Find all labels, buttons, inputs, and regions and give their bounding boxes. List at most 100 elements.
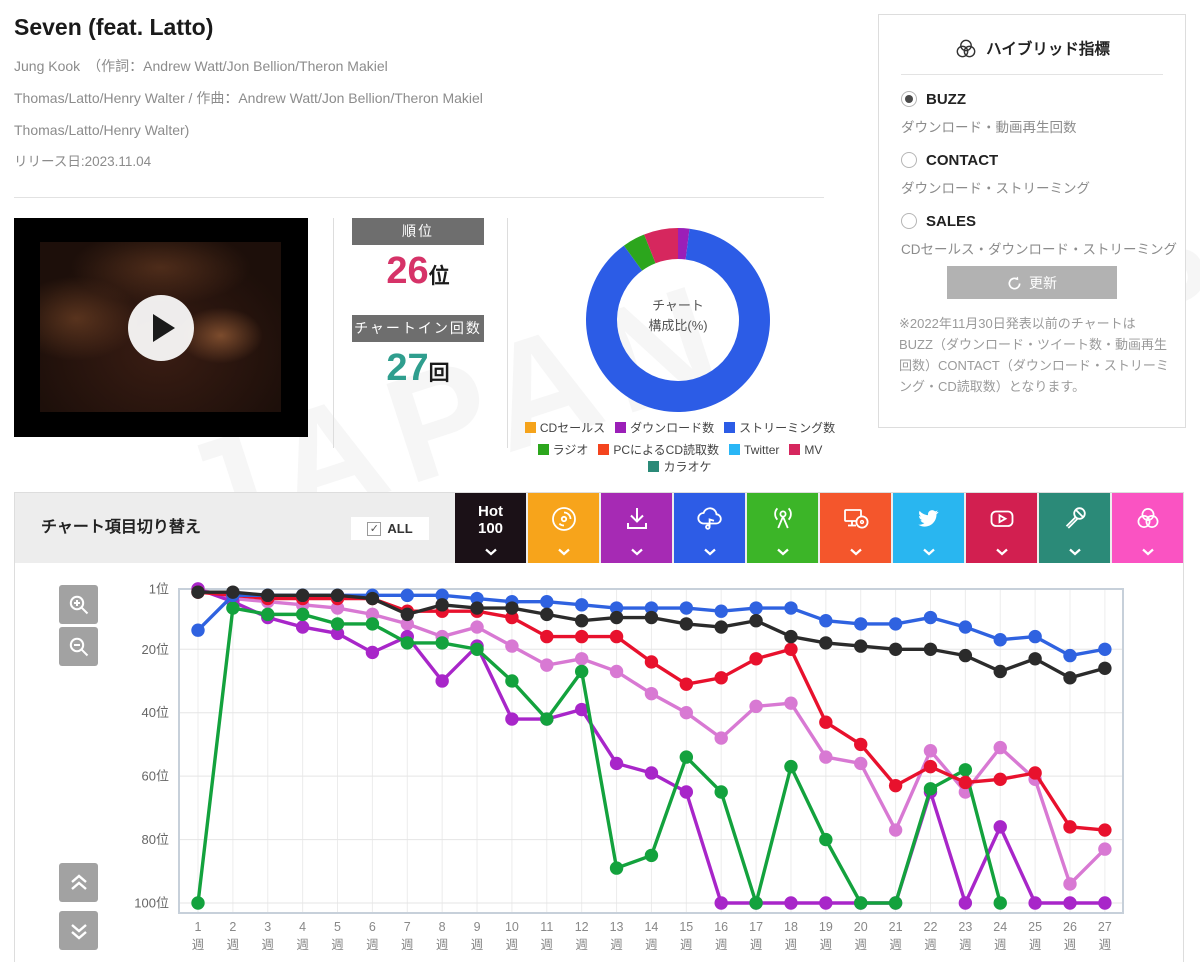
radio-icon[interactable] [901, 152, 917, 168]
data-point-ダウンロード数-week8[interactable] [435, 674, 449, 688]
radio-option-contact[interactable]: CONTACT [901, 152, 1185, 169]
data-point-MV-week22[interactable] [923, 759, 938, 774]
scroll-up-button[interactable] [59, 863, 98, 902]
data-point-ラジオ-week10[interactable] [505, 674, 519, 688]
data-point-MV-week17[interactable] [749, 652, 763, 666]
data-point-MV-week11[interactable] [540, 629, 554, 644]
refresh-button[interactable]: 更新 [947, 266, 1117, 299]
data-point-MV-week27[interactable] [1098, 823, 1112, 837]
data-point-ストリーミング数-week24[interactable] [993, 633, 1007, 647]
chart-button-streaming[interactable] [674, 493, 745, 563]
chart-button-pc-cd[interactable] [820, 493, 891, 563]
data-point-ストリーミング数-week20[interactable] [854, 617, 868, 631]
data-point-MV-week24[interactable] [993, 772, 1007, 787]
data-point-ストリーミング数-week27[interactable] [1098, 642, 1112, 656]
data-point-Hot 100-week26[interactable] [1063, 671, 1077, 685]
chart-button-twitter[interactable] [893, 493, 964, 563]
chart-button-karaoke[interactable] [1039, 493, 1110, 563]
data-point-Hot 100-week22[interactable] [923, 642, 938, 656]
data-point-ハイブリッド-week12[interactable] [574, 652, 589, 666]
data-point-ストリーミング数-week22[interactable] [923, 610, 938, 625]
data-point-ストリーミング数-week12[interactable] [574, 598, 589, 612]
data-point-MV-week21[interactable] [888, 778, 903, 793]
chart-button-hot100[interactable]: Hot 100 [455, 493, 526, 563]
data-point-Hot 100-week27[interactable] [1098, 661, 1112, 675]
data-point-ラジオ-week3[interactable] [261, 607, 275, 622]
data-point-MV-week23[interactable] [958, 775, 973, 790]
data-point-ダウンロード数-week23[interactable] [958, 896, 973, 910]
data-point-Hot 100-week7[interactable] [400, 607, 414, 622]
data-point-MV-week10[interactable] [505, 610, 519, 625]
data-point-ストリーミング数-week19[interactable] [819, 614, 833, 628]
data-point-ハイブリッド-week13[interactable] [609, 664, 624, 679]
data-point-ラジオ-week9[interactable] [470, 642, 484, 656]
data-point-ダウンロード数-week26[interactable] [1063, 896, 1077, 910]
data-point-ハイブリッド-week20[interactable] [854, 756, 868, 771]
radio-option-buzz[interactable]: BUZZ [901, 91, 1185, 108]
data-point-Hot 100-week15[interactable] [679, 617, 694, 631]
data-point-Hot 100-week23[interactable] [958, 648, 973, 663]
all-checkbox[interactable]: ✓ ALL [351, 517, 429, 540]
data-point-Hot 100-week20[interactable] [854, 639, 868, 653]
data-point-ダウンロード数-week10[interactable] [505, 712, 519, 726]
data-point-ハイブリッド-week27[interactable] [1098, 842, 1112, 856]
donut-slice-MV[interactable] [644, 228, 678, 264]
data-point-ラジオ-week19[interactable] [819, 832, 833, 847]
data-point-ダウンロード数-week18[interactable] [784, 896, 798, 910]
data-point-ハイブリッド-week11[interactable] [540, 658, 554, 672]
chevron-down-icon[interactable] [922, 548, 935, 556]
chevron-down-icon[interactable] [703, 548, 716, 556]
data-point-ダウンロード数-week4[interactable] [295, 620, 310, 634]
data-point-ハイブリッド-week19[interactable] [819, 750, 833, 764]
data-point-ハイブリッド-week5[interactable] [330, 601, 345, 615]
data-point-ラジオ-week7[interactable] [400, 636, 414, 650]
chevron-down-icon[interactable] [776, 548, 789, 556]
data-point-Hot 100-week2[interactable] [226, 585, 240, 599]
data-point-ハイブリッド-week14[interactable] [644, 686, 659, 701]
data-point-ダウンロード数-week19[interactable] [819, 896, 833, 910]
data-point-MV-week25[interactable] [1028, 766, 1042, 780]
data-point-ストリーミング数-week21[interactable] [888, 617, 903, 631]
chevron-down-icon[interactable] [849, 548, 862, 556]
data-point-MV-week18[interactable] [784, 642, 798, 656]
rank-trend-line-chart[interactable]: 1位 20位 40位 60位 80位 100位 1 週 2 週 3 週 4 週 5 週 6 週 7 週 8 週 9 週 10 週 1… [15, 563, 1185, 962]
data-point-ハイブリッド-week6[interactable] [365, 607, 380, 622]
radio-icon[interactable] [901, 91, 917, 107]
data-point-Hot 100-week25[interactable] [1028, 652, 1042, 666]
music-video-player[interactable] [14, 218, 308, 437]
data-point-ストリーミング数-week1[interactable] [191, 623, 205, 637]
chart-button-hybrid[interactable] [1112, 493, 1183, 563]
data-point-ストリーミング数-week23[interactable] [958, 620, 973, 634]
chart-button-download[interactable] [601, 493, 672, 563]
chart-button-mv[interactable] [966, 493, 1037, 563]
radio-option-sales[interactable]: SALES [901, 213, 1185, 230]
data-point-ストリーミング数-week18[interactable] [784, 601, 798, 615]
chevron-down-icon[interactable] [484, 548, 497, 556]
chart-button-cd-sales[interactable] [528, 493, 599, 563]
data-point-Hot 100-week6[interactable] [365, 591, 380, 606]
data-point-ラジオ-week1[interactable] [191, 896, 205, 910]
data-point-ラジオ-week8[interactable] [435, 636, 449, 650]
data-point-ラジオ-week20[interactable] [854, 896, 868, 910]
data-point-ストリーミング数-week16[interactable] [714, 604, 728, 618]
data-point-ハイブリッド-week9[interactable] [470, 620, 484, 634]
data-point-ハイブリッド-week16[interactable] [714, 731, 728, 745]
donut-slice-ラジオ[interactable] [623, 234, 656, 271]
data-point-ダウンロード数-week24[interactable] [993, 820, 1007, 834]
data-point-ハイブリッド-week15[interactable] [679, 705, 694, 720]
data-point-Hot 100-week8[interactable] [435, 598, 449, 612]
data-point-Hot 100-week4[interactable] [295, 588, 310, 603]
radio-icon[interactable] [901, 213, 917, 229]
data-point-ハイブリッド-week24[interactable] [993, 740, 1007, 755]
composition-donut-chart[interactable] [578, 220, 778, 420]
data-point-Hot 100-week13[interactable] [609, 610, 624, 625]
data-point-ラジオ-week24[interactable] [993, 896, 1007, 910]
checkbox-check-icon[interactable]: ✓ [367, 521, 382, 536]
data-point-MV-week20[interactable] [854, 737, 868, 752]
data-point-Hot 100-week3[interactable] [261, 588, 275, 603]
data-point-ストリーミング数-week9[interactable] [470, 591, 484, 606]
data-point-ストリーミング数-week26[interactable] [1063, 648, 1077, 663]
data-point-ラジオ-week16[interactable] [714, 785, 728, 799]
data-point-ダウンロード数-week27[interactable] [1098, 896, 1112, 910]
data-point-ダウンロード数-week14[interactable] [644, 766, 659, 780]
